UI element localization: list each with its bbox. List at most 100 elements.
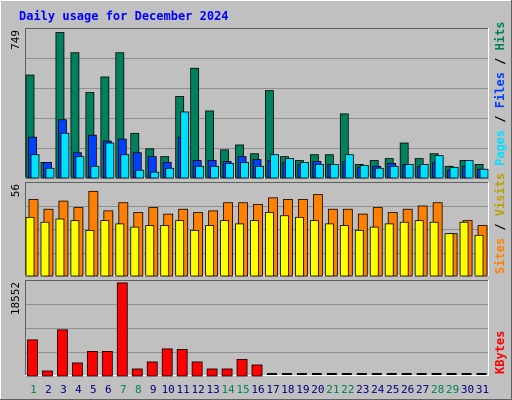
bar-pages-day-24 <box>374 167 384 179</box>
y-max-label-kbytes: 18552 <box>9 282 22 315</box>
bar-pages-day-13 <box>210 165 220 179</box>
bar-visits-day-27 <box>414 220 424 277</box>
day-label-12: 12 <box>192 383 205 396</box>
bar-visits-day-29 <box>444 233 454 277</box>
bar-visits-day-10 <box>160 225 170 277</box>
bar-pages-day-7 <box>120 154 130 179</box>
bar-kbytes-day-28 <box>431 373 442 375</box>
y-max-label-visits-sites: 56 <box>9 184 22 197</box>
bar-pages-day-20 <box>314 164 324 179</box>
bar-pages-day-29 <box>449 166 459 179</box>
bar-pages-day-10 <box>165 167 175 179</box>
y-max-label-hits-files-pages: 749 <box>9 30 22 50</box>
side-label-kbytes: KBytes <box>493 331 507 374</box>
bar-kbytes-day-20 <box>311 373 322 375</box>
label-separator: / <box>493 50 507 72</box>
bar-visits-day-14 <box>220 220 229 277</box>
bar-pages-day-21 <box>329 164 339 179</box>
day-label-21: 21 <box>326 383 339 396</box>
bar-kbytes-day-15 <box>236 359 248 377</box>
day-label-14: 14 <box>221 383 235 396</box>
bar-pages-day-15 <box>240 162 249 179</box>
bar-pages-day-4 <box>75 156 85 179</box>
bar-visits-day-24 <box>369 226 379 277</box>
bar-pages-day-8 <box>135 169 145 179</box>
bar-kbytes-day-30 <box>461 373 472 375</box>
day-label-19: 19 <box>296 383 309 396</box>
bars <box>25 32 489 377</box>
bar-visits-day-19 <box>295 216 304 277</box>
day-label-16: 16 <box>251 383 264 396</box>
side-label-hits-files-pages: Pages / Files / Hits <box>493 21 507 166</box>
bar-visits-day-17 <box>265 212 274 277</box>
day-label-27: 27 <box>416 383 429 396</box>
bar-visits-day-31 <box>474 234 484 277</box>
day-axis-labels: 1 2 3 4 5 6 7 8 9 10 11 12 13 14 15 16 17 18 19 20 21 22 23 24 2… <box>30 383 489 396</box>
bar-kbytes-day-6 <box>101 351 113 377</box>
day-label-10: 10 <box>162 383 175 396</box>
bar-visits-day-11 <box>175 220 185 277</box>
day-label-25: 25 <box>386 383 399 396</box>
day-label-31: 31 <box>476 383 489 396</box>
bar-kbytes-day-11 <box>176 348 188 377</box>
bar-pages-day-31 <box>479 168 489 179</box>
day-label-13: 13 <box>206 383 219 396</box>
bar-visits-day-2 <box>40 221 50 277</box>
bar-pages-day-30 <box>464 160 474 179</box>
bar-visits-day-15 <box>235 223 244 277</box>
day-label-22: 22 <box>341 383 354 396</box>
day-label-8: 8 <box>135 383 142 396</box>
bar-pages-day-19 <box>300 162 309 179</box>
bar-visits-day-28 <box>429 221 439 277</box>
day-label-7: 7 <box>120 383 127 396</box>
bar-kbytes-day-5 <box>86 351 98 377</box>
day-label-24: 24 <box>371 383 385 396</box>
label-separator: / <box>493 108 507 130</box>
bar-kbytes-day-27 <box>416 373 427 375</box>
day-label-4: 4 <box>75 383 82 396</box>
y-axis-max-labels: 749 56 18552 <box>9 30 22 315</box>
bar-pages-day-16 <box>255 165 264 179</box>
label-pages: Pages <box>493 130 507 166</box>
bar-kbytes-day-4 <box>72 362 83 377</box>
bar-kbytes-day-7 <box>116 282 128 377</box>
bar-kbytes-day-16 <box>251 364 263 377</box>
bar-pages-day-27 <box>419 164 429 179</box>
day-label-29: 29 <box>446 383 459 396</box>
day-label-3: 3 <box>60 383 67 396</box>
bar-visits-day-16 <box>250 220 259 277</box>
day-label-9: 9 <box>150 383 157 396</box>
label-files: Files <box>493 72 507 108</box>
bar-visits-day-13 <box>205 225 215 277</box>
bar-kbytes-day-29 <box>446 373 457 375</box>
bar-visits-day-20 <box>309 220 319 277</box>
label-hits: Hits <box>493 21 507 50</box>
bar-kbytes-day-13 <box>206 368 218 377</box>
bar-pages-day-2 <box>45 167 55 179</box>
bar-kbytes-day-24 <box>371 373 382 375</box>
bar-pages-day-28 <box>434 155 444 179</box>
bar-visits-day-18 <box>280 215 289 277</box>
bar-kbytes-day-14 <box>221 368 233 377</box>
bar-kbytes-day-21 <box>326 373 337 375</box>
bar-visits-day-7 <box>115 223 125 277</box>
bar-pages-day-5 <box>90 165 100 179</box>
bar-visits-day-12 <box>190 230 200 277</box>
label-kbytes: KBytes <box>493 331 507 374</box>
bar-pages-day-25 <box>389 165 399 179</box>
bar-kbytes-day-2 <box>42 370 53 377</box>
side-label-visits-sites: Sites / Visits <box>493 173 507 274</box>
day-label-20: 20 <box>311 383 324 396</box>
bar-kbytes-day-26 <box>401 373 412 375</box>
bar-kbytes-day-3 <box>57 329 68 377</box>
label-sites: Sites <box>493 238 507 274</box>
bar-kbytes-day-18 <box>281 373 292 375</box>
bar-kbytes-day-17 <box>266 373 277 375</box>
bar-kbytes-day-25 <box>386 373 397 375</box>
bar-visits-day-23 <box>354 230 364 277</box>
day-label-1: 1 <box>30 383 37 396</box>
bar-pages-day-17 <box>270 154 279 179</box>
bar-visits-day-25 <box>384 223 394 277</box>
chart-title: Daily usage for December 2024 <box>19 9 229 23</box>
